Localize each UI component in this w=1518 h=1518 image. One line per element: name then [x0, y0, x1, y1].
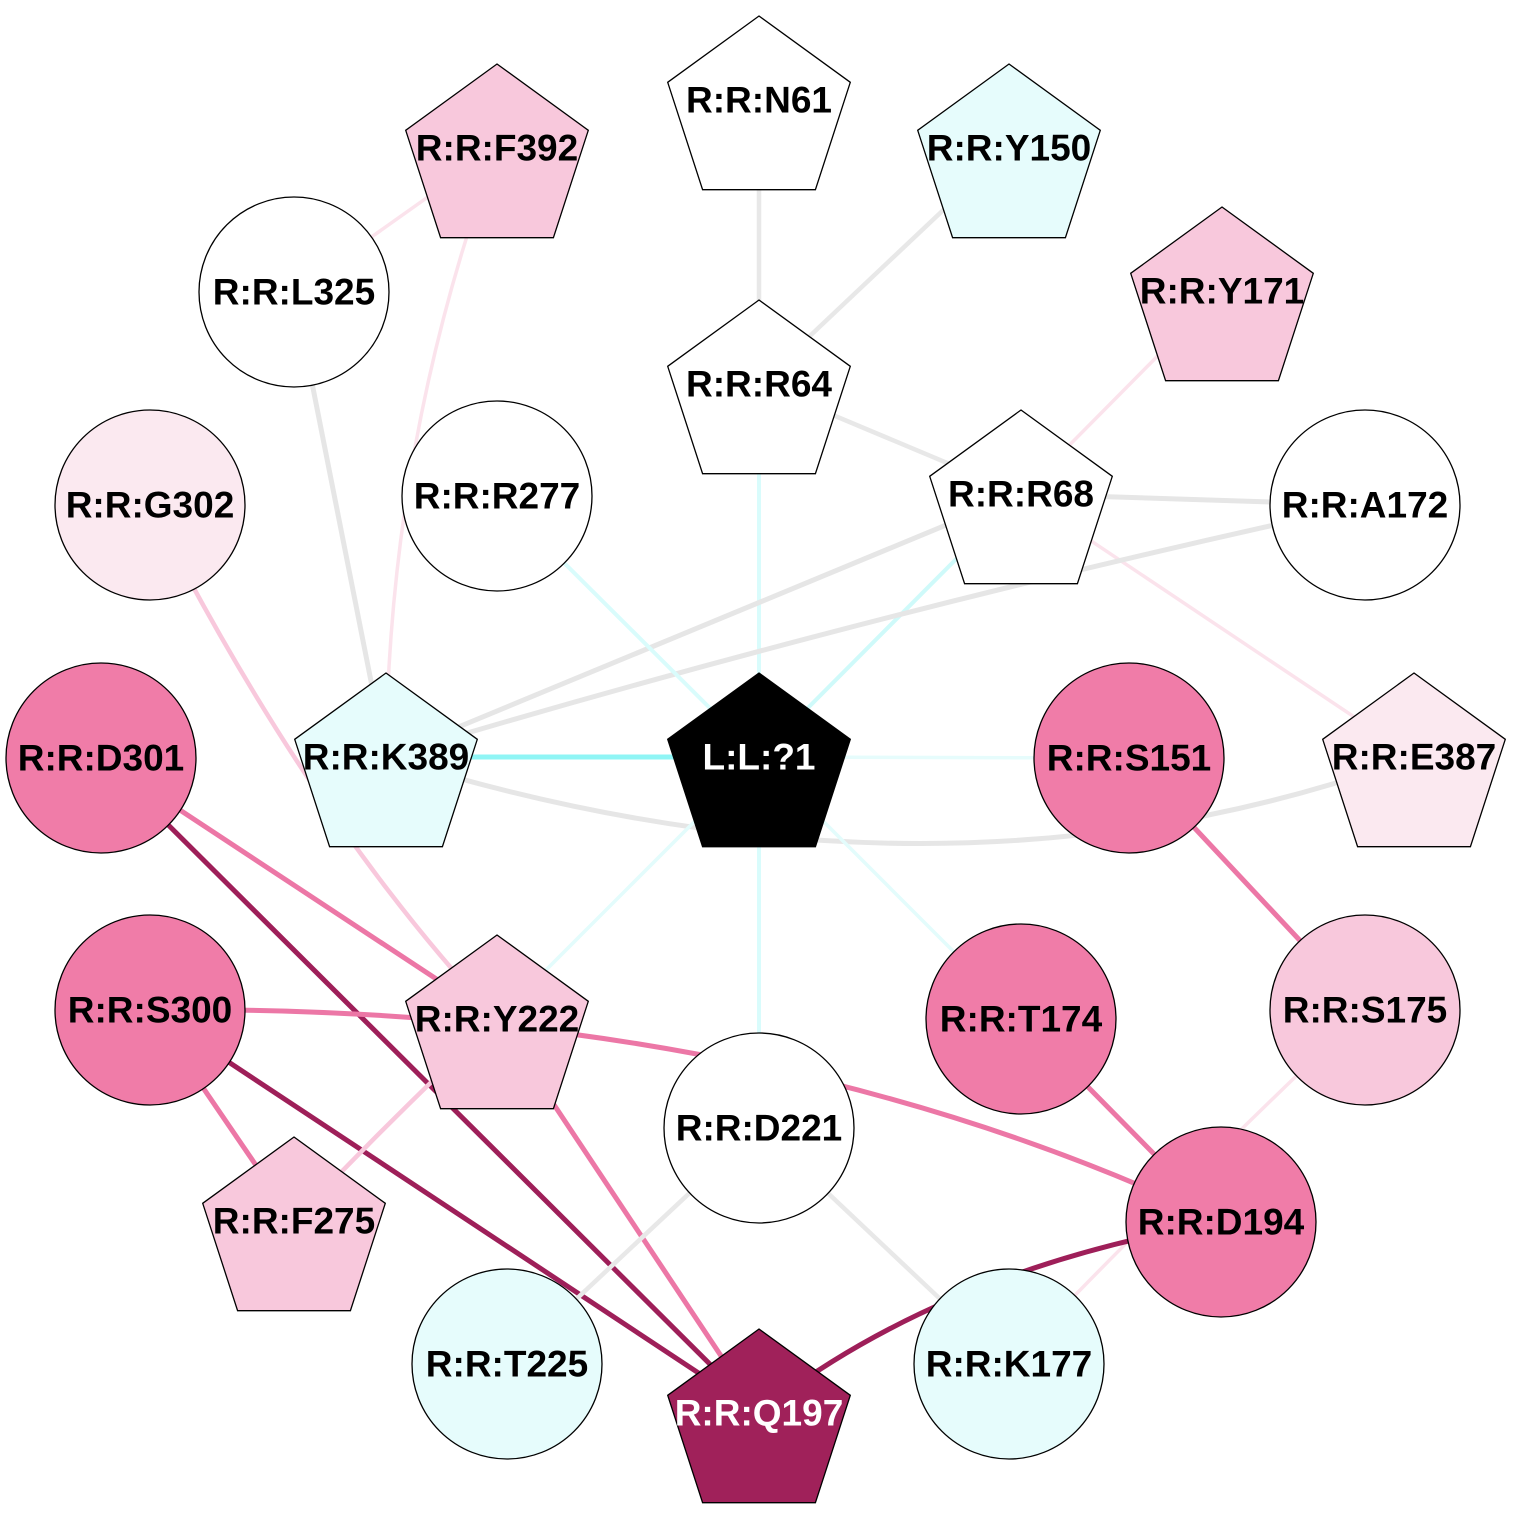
node-r-r-e387[interactable]: R:R:E387: [1321, 672, 1507, 848]
node-r-r-k389[interactable]: R:R:K389: [293, 672, 479, 848]
node-circle: [1125, 1126, 1317, 1318]
node-label: R:R:T225: [426, 1344, 588, 1385]
node-label: R:R:R64: [686, 364, 832, 405]
node-r-r-s300[interactable]: R:R:S300: [54, 914, 246, 1106]
node-r-r-f392[interactable]: R:R:F392: [404, 63, 590, 239]
node-circle: [54, 409, 246, 601]
node-l-l-1[interactable]: L:L:?1: [666, 672, 852, 848]
node-r-r-r64[interactable]: R:R:R64: [666, 299, 852, 475]
node-label: R:R:K177: [926, 1344, 1093, 1385]
node-r-r-n61[interactable]: R:R:N61: [666, 15, 852, 191]
node-label: R:R:Y171: [1140, 271, 1305, 312]
node-r-r-t225[interactable]: R:R:T225: [411, 1268, 603, 1460]
node-label: R:R:D221: [676, 1108, 843, 1149]
node-r-r-s151[interactable]: R:R:S151: [1033, 662, 1225, 854]
node-r-r-s175[interactable]: R:R:S175: [1269, 914, 1461, 1106]
nodes-layer: L:L:?1 R:R:N61 R:R:F392 R:R:Y150 R:R:L325 R:R…: [5, 15, 1507, 1504]
node-circle: [913, 1268, 1105, 1460]
node-label: R:R:F392: [416, 128, 578, 169]
node-pentagon: [928, 409, 1114, 585]
node-pentagon: [666, 1328, 852, 1504]
node-label: R:R:D301: [18, 738, 185, 779]
node-label: R:R:A172: [1282, 485, 1449, 526]
node-r-r-q197[interactable]: R:R:Q197: [666, 1328, 852, 1504]
node-label: R:R:D194: [1138, 1202, 1305, 1243]
node-pentagon: [666, 299, 852, 475]
node-r-r-d194[interactable]: R:R:D194: [1125, 1126, 1317, 1318]
node-r-r-t174[interactable]: R:R:T174: [925, 923, 1117, 1115]
node-r-r-d221[interactable]: R:R:D221: [663, 1032, 855, 1224]
node-pentagon: [916, 63, 1102, 239]
node-circle: [401, 400, 593, 592]
node-pentagon: [666, 672, 852, 848]
node-label: R:R:S300: [68, 990, 233, 1031]
node-circle: [1033, 662, 1225, 854]
node-circle: [663, 1032, 855, 1224]
node-r-r-r68[interactable]: R:R:R68: [928, 409, 1114, 585]
edge-r-r-s300-to-r-r-q197: [148, 1007, 761, 1416]
node-label: R:R:S175: [1283, 990, 1448, 1031]
node-r-r-a172[interactable]: R:R:A172: [1269, 409, 1461, 601]
node-label: R:R:S151: [1047, 738, 1212, 779]
node-r-r-l325[interactable]: R:R:L325: [198, 196, 390, 388]
edge-r-r-k389-to-r-r-e387: [385, 754, 1415, 846]
edge-r-r-r68-to-r-r-k389: [385, 491, 1022, 760]
node-circle: [54, 914, 246, 1106]
node-r-r-k177[interactable]: R:R:K177: [913, 1268, 1105, 1460]
node-r-r-y150[interactable]: R:R:Y150: [916, 63, 1102, 239]
node-r-r-y222[interactable]: R:R:Y222: [404, 934, 590, 1110]
node-circle: [198, 196, 390, 388]
node-r-r-y171[interactable]: R:R:Y171: [1129, 206, 1315, 382]
node-r-r-f275[interactable]: R:R:F275: [201, 1136, 387, 1312]
node-pentagon: [404, 934, 590, 1110]
node-label: R:R:L325: [213, 272, 375, 313]
node-pentagon: [404, 63, 590, 239]
node-circle: [1269, 914, 1461, 1106]
node-r-r-d301[interactable]: R:R:D301: [5, 662, 197, 854]
node-label: R:R:Q197: [675, 1393, 844, 1434]
node-r-r-r277[interactable]: R:R:R277: [401, 400, 593, 592]
node-label: R:R:T174: [940, 999, 1103, 1040]
node-pentagon: [1321, 672, 1507, 848]
node-label: R:R:G302: [66, 485, 235, 526]
node-label: R:R:F275: [213, 1201, 375, 1242]
node-circle: [1269, 409, 1461, 601]
node-circle: [5, 662, 197, 854]
node-circle: [411, 1268, 603, 1460]
node-pentagon: [666, 15, 852, 191]
node-label: R:R:Y222: [415, 999, 580, 1040]
node-circle: [925, 923, 1117, 1115]
node-label: R:R:E387: [1332, 737, 1497, 778]
node-pentagon: [1129, 206, 1315, 382]
node-r-r-g302[interactable]: R:R:G302: [54, 409, 246, 601]
node-label: R:R:R68: [948, 474, 1094, 515]
node-label: R:R:R277: [414, 476, 581, 517]
node-label: L:L:?1: [702, 737, 815, 778]
edge-r-r-a172-to-r-r-k389: [385, 502, 1366, 760]
node-label: R:R:N61: [686, 80, 832, 121]
node-label: R:R:K389: [303, 737, 470, 778]
node-pentagon: [293, 672, 479, 848]
node-pentagon: [201, 1136, 387, 1312]
node-label: R:R:Y150: [927, 128, 1092, 169]
